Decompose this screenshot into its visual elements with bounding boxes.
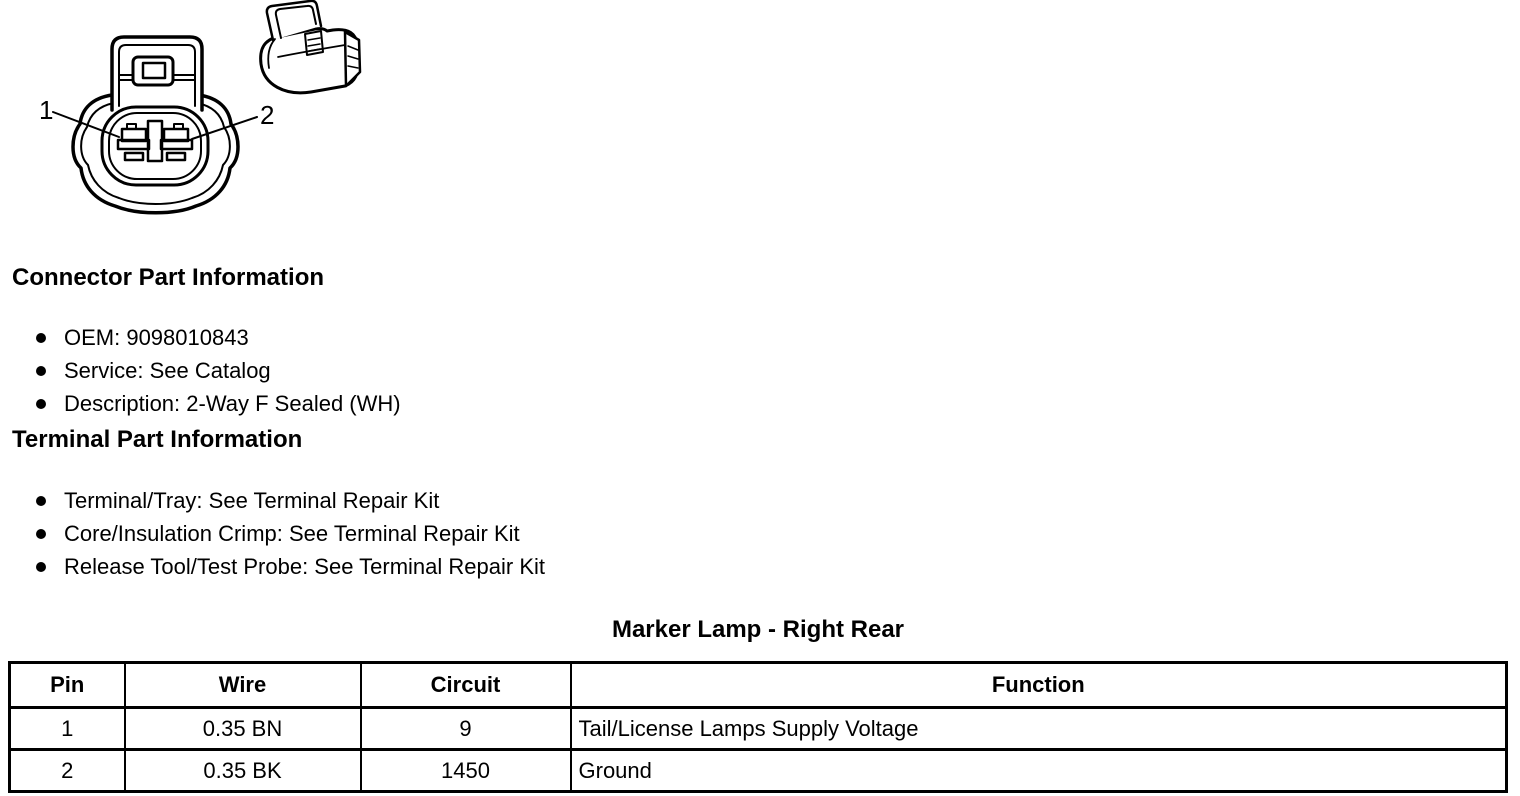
bullet-icon xyxy=(36,332,46,343)
connector-part-information-heading: Connector Part Information xyxy=(12,264,325,291)
terminal-part-information-list: Terminal/Tray: See Terminal Repair Kit C… xyxy=(36,484,545,583)
list-item: Core/Insulation Crimp: See Terminal Repa… xyxy=(36,517,545,550)
connector-part-information-list: OEM: 9098010843 Service: See Catalog Des… xyxy=(36,321,401,420)
cell-function: Ground xyxy=(569,748,1507,792)
terminal-part-information-heading: Terminal Part Information xyxy=(12,426,303,453)
list-item: OEM: 9098010843 xyxy=(36,321,401,354)
cell-circuit: 9 xyxy=(359,707,571,750)
pinout-table: Pin Wire Circuit Function 1 0.35 BN 9 Ta… xyxy=(8,661,1508,793)
list-item: Release Tool/Test Probe: See Terminal Re… xyxy=(36,550,545,583)
callout-1-leader-line xyxy=(52,111,120,138)
table-row: 1 0.35 BN 9 Tail/License Lamps Supply Vo… xyxy=(10,707,1507,750)
table-row: 2 0.35 BK 1450 Ground xyxy=(9,748,1507,792)
list-item: Service: See Catalog xyxy=(36,354,401,387)
cell-wire: 0.35 BN xyxy=(123,707,361,750)
cell-circuit: 1450 xyxy=(359,748,571,792)
connector-side-view xyxy=(259,0,362,95)
cell-wire: 0.35 BK xyxy=(123,748,361,792)
table-title: Marker Lamp - Right Rear xyxy=(611,616,905,643)
bullet-icon xyxy=(36,365,46,376)
column-header-pin: Pin xyxy=(9,662,125,709)
column-header-function: Function xyxy=(569,662,1507,709)
list-item-text: Terminal/Tray: See Terminal Repair Kit xyxy=(64,487,440,513)
cell-pin: 2 xyxy=(9,748,125,792)
terminal-1 xyxy=(116,123,151,162)
terminal-2 xyxy=(159,123,194,162)
bullet-icon xyxy=(36,495,46,506)
callout-2-label: 2 xyxy=(260,100,274,130)
bullet-icon xyxy=(36,528,46,539)
column-header-circuit: Circuit xyxy=(359,662,571,709)
list-item-text: OEM: 9098010843 xyxy=(64,324,249,350)
list-item-text: Core/Insulation Crimp: See Terminal Repa… xyxy=(64,520,520,546)
list-item-text: Description: 2-Way F Sealed (WH) xyxy=(64,390,401,416)
list-item-text: Service: See Catalog xyxy=(64,357,271,383)
cell-pin: 1 xyxy=(61,715,74,741)
bullet-icon xyxy=(36,561,46,572)
connector-face-view xyxy=(52,35,258,215)
list-item: Description: 2-Way F Sealed (WH) xyxy=(36,387,401,420)
list-item-text: Release Tool/Test Probe: See Terminal Re… xyxy=(64,553,545,579)
column-header-wire: Wire xyxy=(123,662,361,709)
connector-diagram: 1 2 xyxy=(39,0,362,215)
cell-function: Tail/License Lamps Supply Voltage xyxy=(569,707,1507,750)
bullet-icon xyxy=(36,398,46,409)
list-item: Terminal/Tray: See Terminal Repair Kit xyxy=(36,484,545,517)
callout-2-leader-line xyxy=(191,116,258,140)
table-header-row: Pin Wire Circuit Function xyxy=(9,662,1507,709)
callout-1-label: 1 xyxy=(39,95,53,125)
